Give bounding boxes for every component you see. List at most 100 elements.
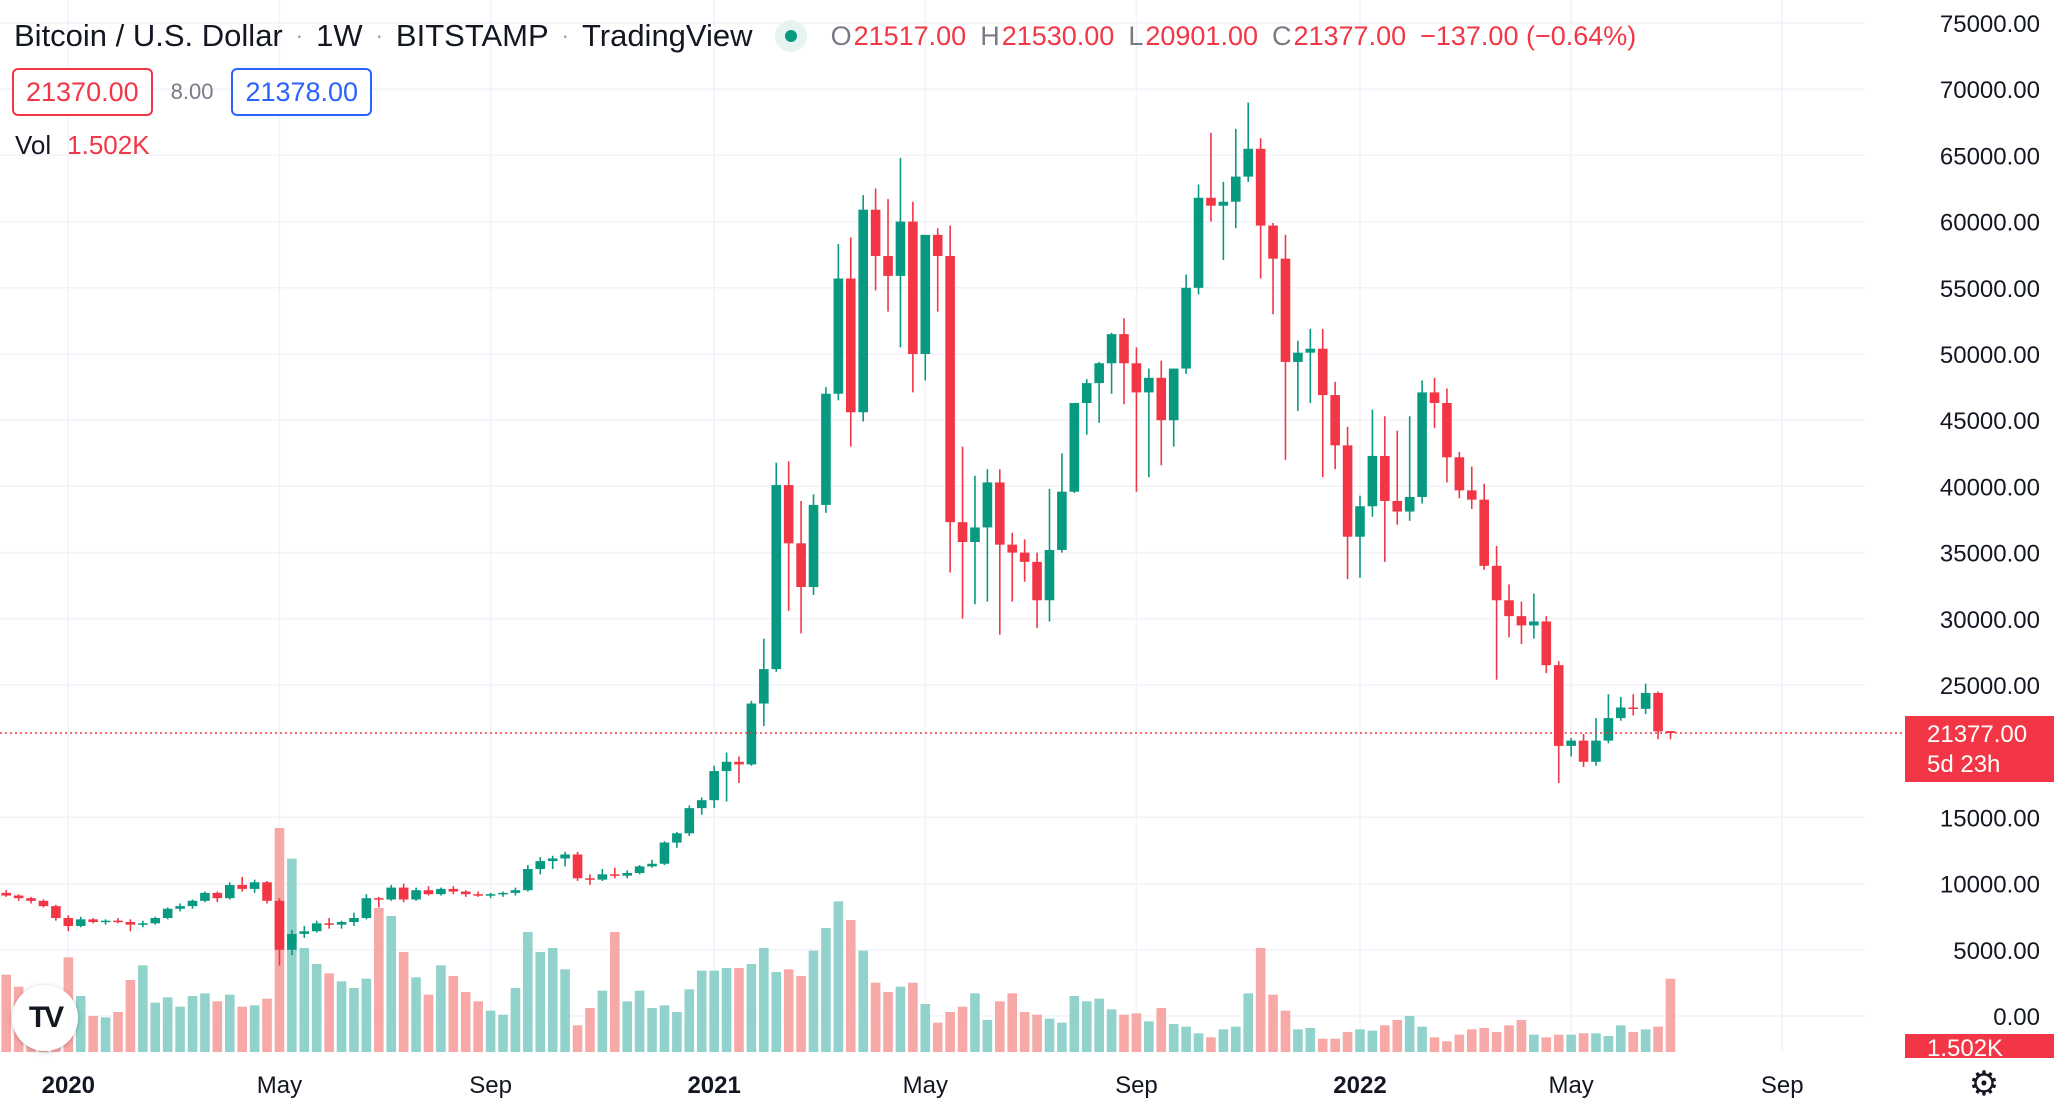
candle-body xyxy=(473,894,483,896)
candle-body xyxy=(932,234,943,257)
volume-bar xyxy=(1417,1026,1427,1052)
price-tick-label: 55000.00 xyxy=(1940,276,2040,303)
volume-bar xyxy=(200,993,210,1052)
buy-price-button[interactable]: 21378.00 xyxy=(231,68,373,116)
high-value: 21530.00 xyxy=(1001,20,1115,51)
volume-bar xyxy=(1057,1022,1067,1052)
volume-bar xyxy=(1504,1025,1514,1052)
spread-value: 8.00 xyxy=(170,79,214,104)
candle-body xyxy=(1168,368,1179,421)
candle-body xyxy=(1156,377,1167,421)
candle-body xyxy=(1057,491,1067,550)
candle-body xyxy=(38,900,49,907)
volume-bar xyxy=(224,994,235,1052)
candle-body xyxy=(982,482,993,528)
volume-bar xyxy=(597,990,608,1052)
volume-bar xyxy=(1218,1029,1229,1052)
volume-bar xyxy=(299,948,310,1052)
candle-body xyxy=(1653,692,1663,732)
volume-value: 1.502K xyxy=(67,130,150,160)
candle-body xyxy=(696,800,707,809)
market-status-icon[interactable] xyxy=(774,20,807,52)
tradingview-logo-icon[interactable]: TV xyxy=(12,985,78,1051)
candle-body xyxy=(647,863,657,867)
candle-body xyxy=(1106,334,1117,364)
candle-body xyxy=(200,892,210,901)
volume-bar xyxy=(460,992,471,1052)
volume-bar xyxy=(1019,1012,1030,1052)
volume-label: Vol xyxy=(15,130,52,160)
candle-body xyxy=(175,906,185,909)
candle-body xyxy=(212,892,223,899)
volume-bar xyxy=(1380,1025,1390,1052)
candle-body xyxy=(1044,549,1055,601)
candle-body xyxy=(398,887,409,900)
candle-body xyxy=(1144,377,1154,393)
volume-bar xyxy=(1404,1016,1415,1052)
candle-body xyxy=(100,920,111,923)
volume-tag: 1.502K xyxy=(1905,1034,2054,1058)
price-candles xyxy=(1,102,1676,966)
candle-body xyxy=(585,878,595,880)
volume-bar xyxy=(1243,993,1254,1052)
price-tick-label: 45000.00 xyxy=(1940,408,2040,435)
candle-body xyxy=(970,527,980,543)
volume-bar xyxy=(709,970,719,1052)
candle-body xyxy=(945,256,955,523)
volume-bar xyxy=(1491,1032,1502,1052)
symbol-legend[interactable]: Bitcoin / U.S. Dollar · 1W · BITSTAMP · … xyxy=(14,14,1636,58)
price-tick-label: 0.00 xyxy=(1993,1004,2040,1031)
volume-bar xyxy=(1392,1020,1403,1052)
time-axis[interactable]: 2020 May Sep 2021 May Sep 2022 May Sep xyxy=(42,1072,1804,1099)
candle-body xyxy=(684,808,695,834)
volume-bar xyxy=(895,986,906,1052)
candle-body xyxy=(287,933,297,950)
price-tick-label: 40000.00 xyxy=(1940,474,2040,501)
symbol-name: Bitcoin / U.S. Dollar xyxy=(14,18,283,53)
volume-bar xyxy=(523,932,533,1052)
sell-price-button[interactable]: 21370.00 xyxy=(12,68,153,116)
volume-bar xyxy=(349,988,359,1052)
volume-bar xyxy=(411,977,421,1052)
volume-legend[interactable]: Vol 1.502K xyxy=(15,130,150,161)
volume-bar xyxy=(311,964,322,1052)
volume-bar xyxy=(1541,1037,1552,1052)
price-axis[interactable]: 75000.00 70000.00 65000.00 60000.00 55000.00… xyxy=(1940,11,2040,1031)
candle-body xyxy=(1616,707,1626,719)
volume-bar xyxy=(821,928,831,1052)
price-tick-label: 15000.00 xyxy=(1940,805,2040,832)
close-label: C xyxy=(1271,20,1292,51)
price-tick-label: 65000.00 xyxy=(1940,143,2040,170)
open-label: O xyxy=(830,20,852,51)
candle-body xyxy=(1206,197,1216,206)
volume-bar xyxy=(1454,1034,1465,1052)
candle-body xyxy=(1417,392,1427,497)
candle-body xyxy=(672,833,682,843)
volume-bar xyxy=(138,965,148,1052)
candle-body xyxy=(150,918,161,924)
volume-bar xyxy=(1081,1001,1092,1052)
candle-body xyxy=(386,887,397,900)
volume-bar xyxy=(249,1005,260,1052)
candle-body xyxy=(1367,455,1378,507)
low-label: L xyxy=(1128,20,1144,51)
candle-body xyxy=(460,891,471,895)
volume-bar xyxy=(696,970,707,1052)
candle-body xyxy=(746,703,757,765)
gear-icon[interactable]: ⚙ xyxy=(1968,1065,2000,1103)
candle-body xyxy=(485,894,496,896)
volume-bar xyxy=(1131,1013,1142,1052)
volume-bar xyxy=(1616,1025,1626,1052)
candle-body xyxy=(262,882,272,901)
candle-body xyxy=(1665,731,1676,733)
volume-bar xyxy=(1230,1026,1241,1052)
candle-body xyxy=(597,874,608,880)
candle-body xyxy=(560,854,570,859)
candle-body xyxy=(634,866,645,874)
candle-body xyxy=(1392,500,1403,512)
volume-bar xyxy=(609,932,620,1052)
volume-bar xyxy=(858,950,868,1052)
candle-body xyxy=(1193,197,1204,288)
candle-body xyxy=(1541,621,1552,666)
